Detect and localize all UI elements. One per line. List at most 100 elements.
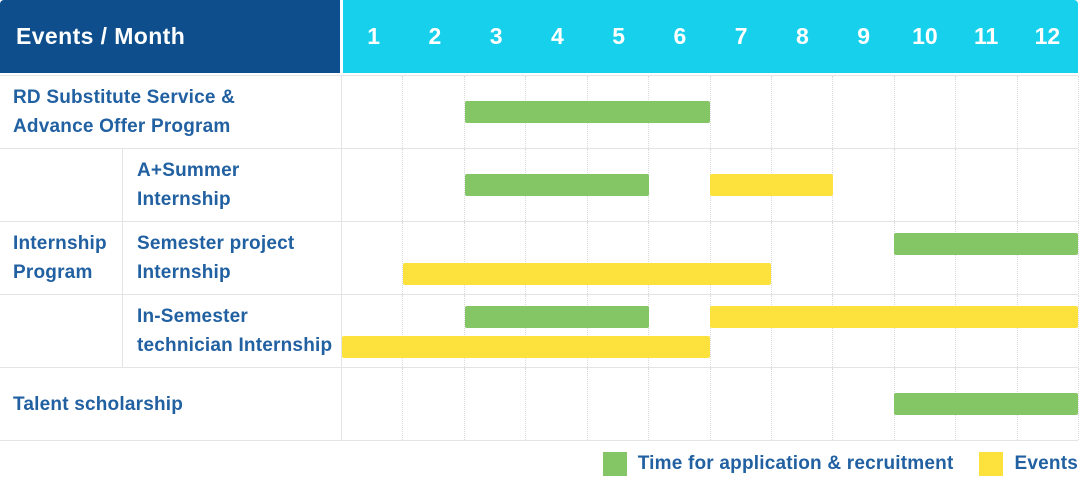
grid-cell — [1016, 295, 1078, 367]
grid-cell — [648, 149, 709, 221]
row-label: RD Substitute Service & Advance Offer Pro… — [0, 76, 340, 148]
grid-cell — [832, 295, 893, 367]
month-grid — [341, 295, 1079, 367]
gantt-bar-event — [710, 306, 1078, 328]
gantt-bar-event — [342, 336, 710, 358]
label-line: In-Semester — [137, 306, 248, 327]
header-events-month-cell: Events / Month — [0, 0, 340, 73]
table-row: Semester project Internship — [0, 222, 1079, 295]
grid-cell — [463, 222, 525, 294]
grid-cell — [1016, 76, 1078, 148]
grid-cell — [1016, 149, 1078, 221]
grid-cell — [402, 222, 463, 294]
grid-cell — [770, 222, 832, 294]
month-header-row: 1 2 3 4 5 6 7 8 9 10 11 12 — [343, 0, 1078, 73]
grid-cell — [955, 149, 1016, 221]
table-row: A+Summer Internship — [0, 149, 1079, 222]
legend-label-events: Events — [1014, 453, 1078, 474]
label-line: A+Summer — [137, 160, 240, 181]
gantt-bar-application — [894, 393, 1078, 415]
grid-cell — [463, 149, 525, 221]
grid-cell — [955, 76, 1016, 148]
label-line: RD Substitute Service & — [13, 87, 236, 108]
gantt-bar-application — [464, 306, 649, 328]
grid-cell — [648, 368, 709, 440]
gantt-bar-application — [464, 101, 710, 123]
grid-cell — [709, 222, 771, 294]
table-row: RD Substitute Service & Advance Offer Pro… — [0, 76, 1079, 149]
grid-cell — [832, 76, 893, 148]
month-header-cell: 1 — [367, 23, 381, 49]
label-line: Semester project — [137, 233, 295, 254]
row-label: Talent scholarship — [0, 368, 340, 440]
grid-cell — [463, 368, 525, 440]
grid-cell — [1016, 222, 1078, 294]
grid-cell — [648, 295, 709, 367]
month-header-cell: 3 — [489, 23, 503, 49]
gantt-bar-application — [464, 174, 649, 196]
grid-cell — [342, 368, 402, 440]
month-header-cell: 8 — [795, 23, 809, 49]
grid-cell — [648, 222, 709, 294]
grid-cell — [955, 295, 1016, 367]
table-row: In-Semester technician Internship — [0, 295, 1079, 368]
month-header-cell: 4 — [550, 23, 564, 49]
grid-cell — [402, 368, 463, 440]
month-header-cell: 7 — [734, 23, 748, 49]
grid-cell — [525, 222, 586, 294]
grid-cell — [893, 222, 955, 294]
row-label: In-Semester technician Internship — [123, 295, 340, 367]
month-header-cell: 10 — [912, 23, 938, 49]
row-label: A+Summer Internship — [123, 149, 340, 221]
grid-cell — [832, 222, 893, 294]
table-body: RD Substitute Service & Advance Offer Pro… — [0, 75, 1079, 441]
grid-cell — [342, 76, 402, 148]
month-grid — [341, 76, 1079, 148]
grid-cell — [342, 222, 402, 294]
gantt-bar-event — [403, 263, 772, 285]
grid-cell — [893, 76, 955, 148]
grid-cell — [586, 222, 648, 294]
table-row: Talent scholarship — [0, 368, 1079, 441]
month-grid — [341, 149, 1079, 221]
grid-cell — [402, 149, 463, 221]
row-label: Semester project Internship — [123, 222, 340, 294]
group-label-internship-program: Internship Program — [0, 149, 123, 367]
grid-cell — [463, 76, 525, 148]
label-line: Talent scholarship — [13, 393, 184, 415]
grid-cell — [770, 76, 832, 148]
grid-cell — [770, 295, 832, 367]
grid-cell — [709, 295, 771, 367]
legend-item-application: Time for application & recruitment — [602, 452, 954, 476]
label-line: Internship — [13, 233, 107, 254]
gantt-bar-event — [710, 174, 833, 196]
label-line: Internship — [137, 262, 231, 283]
gantt-bar-application — [894, 233, 1078, 255]
label-line: Internship — [137, 189, 231, 210]
legend-swatch-green — [602, 452, 627, 476]
grid-cell — [955, 222, 1016, 294]
month-header-cell: 6 — [673, 23, 687, 49]
grid-cell — [832, 368, 893, 440]
month-header-cell: 5 — [612, 23, 626, 49]
month-header-cell: 2 — [428, 23, 442, 49]
grid-cell — [342, 149, 402, 221]
header-title: Events / Month — [16, 23, 186, 49]
grid-cell — [832, 149, 893, 221]
grid-cell — [586, 368, 648, 440]
grid-cell — [463, 295, 525, 367]
grid-cell — [402, 295, 463, 367]
legend-swatch-yellow — [979, 452, 1004, 476]
month-grid — [341, 222, 1079, 294]
grid-cell — [586, 295, 648, 367]
grid-cell — [525, 368, 586, 440]
month-header-cell: 11 — [973, 23, 999, 49]
label-line: Advance Offer Program — [13, 116, 231, 137]
legend-item-events: Events — [979, 452, 1078, 476]
grid-cell — [770, 368, 832, 440]
grid-cell — [525, 295, 586, 367]
month-header-cell: 9 — [857, 23, 871, 49]
month-header-cell: 12 — [1034, 23, 1061, 49]
grid-cell — [893, 295, 955, 367]
